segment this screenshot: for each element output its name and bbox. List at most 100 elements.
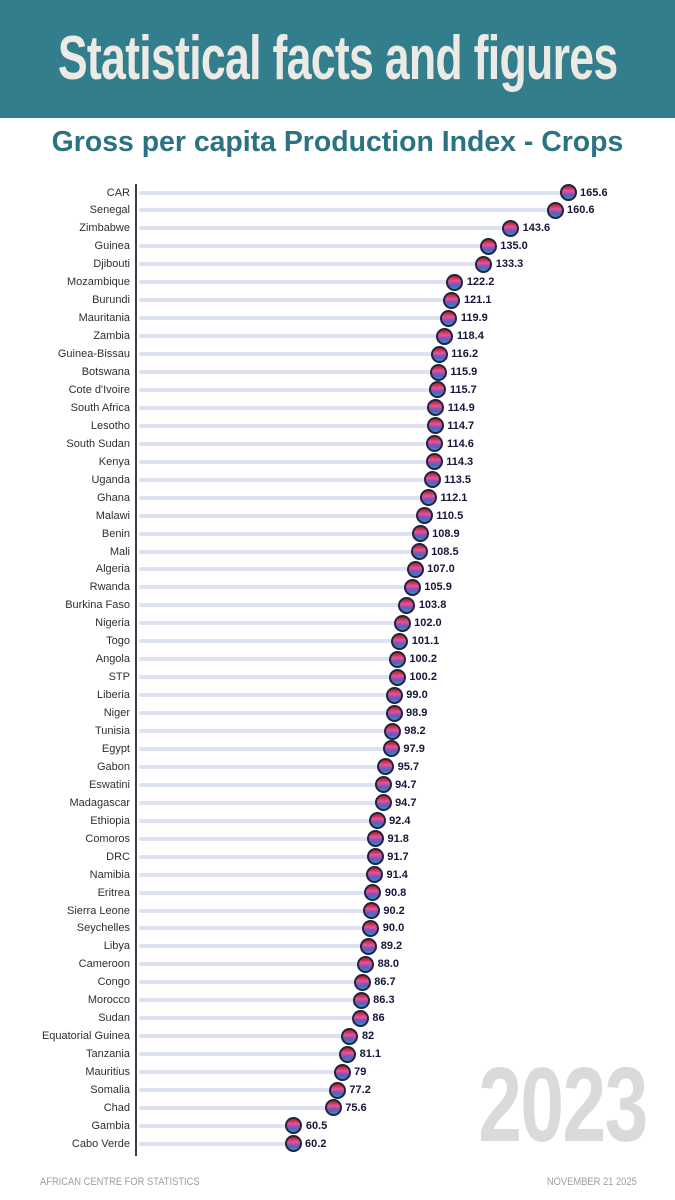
data-point-marker — [374, 776, 392, 794]
lollipop-stem — [139, 872, 375, 877]
country-label: CAR — [106, 186, 130, 199]
lollipop-stem — [139, 226, 511, 231]
value-label: 98.2 — [404, 725, 426, 737]
data-point-marker — [284, 1135, 302, 1153]
lollipop-stem — [139, 1123, 294, 1128]
value-label: 143.6 — [522, 222, 551, 235]
data-point-marker — [368, 812, 386, 830]
country-label: Guinea — [94, 240, 130, 253]
country-label: Egypt — [101, 742, 130, 755]
country-label: Tanzania — [85, 1048, 130, 1061]
data-point-marker — [419, 489, 437, 507]
chart-row: Egypt 97.9 — [0, 740, 675, 758]
data-point-marker — [333, 1063, 351, 1081]
lollipop-stem — [139, 352, 440, 357]
country-label: Malawi — [95, 509, 130, 522]
chart-row: Senegal 160.6 — [0, 201, 675, 219]
data-point-marker — [367, 830, 384, 848]
chart-row: Seychelles 90.0 — [0, 919, 675, 937]
country-label: Rwanda — [89, 581, 130, 594]
country-label: Libya — [103, 940, 130, 953]
chart-row: Tanzania 81.1 — [0, 1045, 675, 1063]
lollipop-stem — [139, 693, 395, 698]
country-label: Seychelles — [76, 922, 130, 935]
lollipop-stem — [139, 729, 393, 733]
chart-row: Burundi 121.1 — [0, 291, 675, 309]
data-point-marker — [475, 255, 493, 273]
value-label: 91.7 — [387, 850, 409, 863]
lollipop-stem — [139, 334, 445, 339]
value-label: 97.9 — [403, 742, 425, 755]
data-point-marker — [365, 866, 383, 884]
lollipop-stem — [139, 1070, 343, 1075]
value-label: 114.7 — [447, 419, 475, 432]
lollipop-stem — [139, 639, 400, 644]
lollipop-stem — [139, 675, 398, 680]
chart-row: Algeria 107.0 — [0, 560, 675, 578]
country-label: Angola — [95, 653, 130, 666]
data-point-marker — [324, 1099, 342, 1117]
chart-row: Morocco 86.3 — [0, 991, 675, 1009]
data-point-marker — [362, 919, 380, 937]
chart-row: Djibouti 133.3 — [0, 255, 675, 273]
lollipop-stem — [139, 782, 384, 787]
lollipop-stem — [139, 603, 407, 608]
chart-row: Chad 75.6 — [0, 1099, 675, 1117]
value-label: 112.1 — [440, 491, 468, 504]
value-label: 92.4 — [389, 814, 411, 827]
chart-row: DRC 91.7 — [0, 848, 675, 866]
data-point-marker — [328, 1081, 346, 1099]
chart-row: Togo 101.1 — [0, 632, 675, 650]
lollipop-stem — [139, 477, 433, 482]
value-label: 101.1 — [411, 635, 440, 648]
data-point-marker — [427, 399, 445, 417]
value-label: 90.2 — [383, 904, 405, 917]
country-label: Eswatini — [89, 778, 130, 791]
data-point-marker — [385, 686, 403, 704]
data-point-marker — [423, 471, 441, 489]
chart-row: Cote d'Ivoire 115.7 — [0, 381, 675, 399]
value-label: 91.8 — [387, 832, 409, 845]
value-label: 77.2 — [349, 1084, 371, 1096]
chart-row: Rwanda 105.9 — [0, 578, 675, 596]
lollipop-stem — [139, 549, 420, 554]
footer-source: AFRICAN CENTRE FOR STATISTICS — [40, 1176, 200, 1188]
country-label: Burundi — [92, 294, 130, 307]
lollipop-stem — [139, 800, 384, 805]
value-label: 60.5 — [305, 1119, 328, 1132]
lollipop-stem — [139, 567, 416, 572]
data-point-marker — [374, 794, 392, 812]
lollipop-stem — [139, 262, 484, 267]
data-point-marker — [546, 201, 564, 219]
chart-row: South Africa 114.9 — [0, 399, 675, 417]
value-label: 115.7 — [449, 383, 477, 396]
country-label: Somalia — [90, 1084, 130, 1096]
lollipop-stem — [139, 621, 403, 626]
country-label: Senegal — [89, 204, 130, 217]
chart-row: Eritrea 90.8 — [0, 884, 675, 902]
data-point-marker — [352, 991, 370, 1009]
lollipop-stem — [139, 998, 362, 1003]
data-point-marker — [398, 596, 416, 614]
value-label: 133.3 — [495, 258, 524, 271]
data-point-marker — [351, 1009, 369, 1027]
chart-row: Mozambique 122.2 — [0, 273, 675, 291]
chart-row: Malawi 110.5 — [0, 507, 675, 525]
country-label: Burkina Faso — [65, 599, 130, 612]
lollipop-stem — [139, 926, 371, 931]
lollipop-stem — [139, 459, 435, 464]
chart-row: STP 100.2 — [0, 668, 675, 686]
value-label: 89.2 — [380, 940, 403, 953]
chart-row: Zambia 118.4 — [0, 327, 675, 345]
country-label: Liberia — [96, 689, 130, 702]
data-point-marker — [383, 722, 401, 740]
lollipop-stem — [139, 280, 455, 285]
country-label: Lesotho — [90, 419, 130, 432]
value-label: 135.0 — [500, 240, 528, 253]
chart-row: Burkina Faso 103.8 — [0, 596, 675, 614]
country-label: Zimbabwe — [79, 222, 130, 235]
lollipop-stem — [139, 190, 569, 195]
chart-row: Equatorial Guinea 82 — [0, 1027, 675, 1045]
country-label: Tunisia — [94, 725, 130, 737]
